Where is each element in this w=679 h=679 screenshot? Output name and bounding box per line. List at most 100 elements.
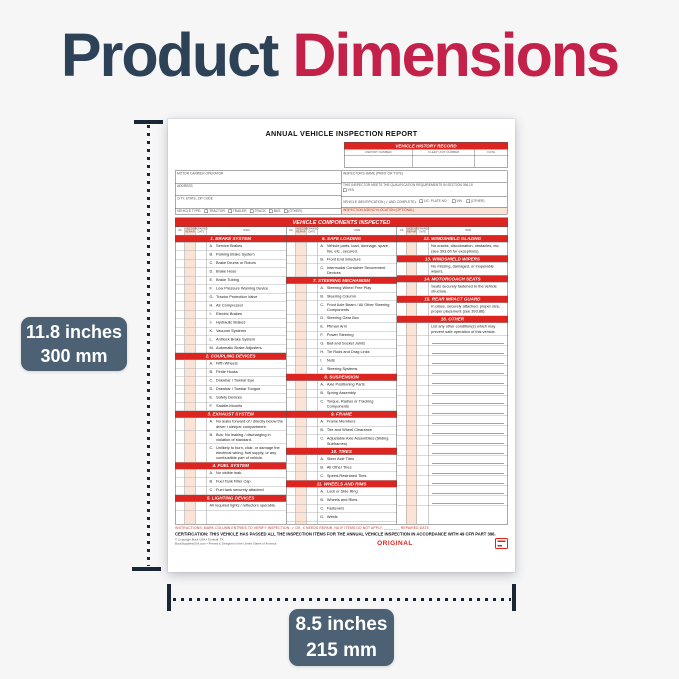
- inspection-item-row: B. All Other Tires: [286, 463, 397, 473]
- ok-cell: [176, 335, 185, 344]
- item-cell: C. Speed-Restricted Tires: [318, 472, 397, 480]
- ok-cell: [286, 434, 296, 448]
- repaired-date-cell: [196, 501, 207, 510]
- repaired-date-cell: [196, 359, 207, 368]
- item-text: Safety Devices: [216, 395, 243, 400]
- needs-repair-cell: [295, 242, 307, 256]
- item-key: I.: [320, 358, 323, 363]
- inspection-item-row: A. Vehicle parts, load, dunnage, spare ti…: [286, 242, 397, 256]
- ok-cell: [286, 504, 296, 513]
- item-key: B.: [320, 427, 325, 433]
- needs-repair-cell: [406, 356, 418, 366]
- repaired-date-cell: [306, 365, 318, 374]
- write-in-cell: [429, 356, 508, 366]
- field-city-state-zip: CITY, STATE, ZIP CODE: [175, 195, 342, 209]
- repaired-date-cell: [196, 259, 207, 268]
- page-title: Product Dimensions: [0, 21, 679, 89]
- vehicle-history-record: VEHICLE HISTORY RECORD REPORT NUMBER FLEE…: [344, 142, 508, 168]
- needs-repair-cell: [295, 322, 307, 331]
- item-text: Parking Brake System: [216, 252, 255, 257]
- item-key: C.: [209, 487, 214, 493]
- item-text: Unlikely to burn, char, or damage the el…: [216, 445, 280, 461]
- item-text: In place, securely attached, proper size…: [431, 304, 501, 314]
- column-header: NEEDS REPAIR: [185, 227, 196, 235]
- needs-repair-cell: [406, 336, 418, 346]
- item-text: Fifth Wheels: [216, 361, 238, 366]
- item-text: Intermodal Container Securement Devices: [326, 265, 386, 275]
- ok-cell: [286, 284, 296, 293]
- item-cell: G. Tractor Protection Valve: [207, 293, 286, 301]
- column-header: OK: [286, 227, 296, 235]
- needs-repair-cell: [185, 259, 196, 268]
- needs-repair-cell: [185, 327, 196, 336]
- item-text: Frame Members: [326, 419, 356, 424]
- inspection-item-row: L. Antilock Brake System: [175, 335, 286, 345]
- original-stamp: ORIGINAL: [377, 539, 413, 547]
- needs-repair-cell: [185, 318, 196, 327]
- item-cell: M. Automatic Brake Adjusters: [207, 344, 286, 352]
- item-key: B.: [320, 256, 325, 262]
- page-title-product: Product: [60, 21, 293, 89]
- item-cell: No cracks, discoloration, obstacles, etc…: [429, 242, 508, 255]
- item-key: H.: [320, 349, 325, 355]
- footer-certification: CERTIFICATION: THIS VEHICLE HAS PASSED A…: [175, 531, 496, 537]
- item-text: No visible leak.: [216, 470, 243, 476]
- needs-repair-cell: [185, 444, 196, 462]
- option-label: (OTHER): [288, 209, 302, 214]
- item-text: Pintle Hooks: [216, 369, 238, 375]
- needs-repair-cell: [295, 496, 307, 505]
- inspection-item-row: No missing, damaged, or inoperable wiper…: [397, 262, 508, 276]
- qualification-options: YES: [343, 188, 506, 193]
- checkbox-option: (OTHER): [283, 209, 302, 214]
- inspection-item-row: E. Safety Devices: [175, 393, 286, 403]
- history-empty-cell: [413, 156, 476, 167]
- item-text: All Other Tires: [326, 464, 352, 470]
- option-label: YES: [347, 188, 355, 193]
- history-column-header: FLEET UNIT NUMBER: [413, 149, 476, 156]
- ok-cell: [397, 376, 407, 386]
- repaired-date-cell: [196, 293, 207, 302]
- column-header: OK: [176, 227, 185, 235]
- inspection-item-row: I. Electric Brakes: [175, 310, 286, 319]
- ok-cell: [176, 284, 185, 293]
- section-header: 16. OTHER: [397, 315, 508, 323]
- repaired-date-cell: [196, 276, 207, 285]
- repaired-date-cell: [417, 356, 429, 366]
- item-key: C.: [320, 436, 325, 441]
- checkbox-option: TRAILER: [228, 209, 247, 213]
- field-inspection-agency: INSPECTION AGENCY/LOCATION (OPTIONAL): [341, 207, 508, 215]
- item-cell: C. Fasteners: [318, 505, 397, 513]
- ok-cell: [286, 356, 296, 365]
- checkbox-icon: [228, 209, 232, 213]
- item-cell: C. Adjustable Axle Assemblies (Sliding Su…: [318, 435, 397, 448]
- needs-repair-cell: [295, 426, 307, 435]
- write-in-line: [432, 386, 505, 395]
- needs-repair-cell: [185, 293, 196, 302]
- repaired-date-cell: [306, 417, 318, 426]
- write-in-cell: [429, 476, 508, 486]
- needs-repair-cell: [406, 456, 418, 466]
- needs-repair-cell: [295, 417, 307, 426]
- inspection-item-row: B. Pintle Hooks: [175, 368, 286, 377]
- needs-repair-cell: [295, 463, 307, 472]
- ok-cell: [397, 446, 407, 456]
- item-text: Drawbar / Towbar Eye: [216, 378, 255, 383]
- item-cell: D. Steering Gear Box: [318, 314, 397, 322]
- column-header: ITEM: [464, 228, 472, 232]
- needs-repair-cell: [185, 344, 196, 353]
- repaired-date-cell: [417, 406, 429, 416]
- needs-repair-cell: [295, 472, 307, 481]
- item-text: Power Steering: [326, 332, 354, 338]
- repaired-date-cell: [306, 521, 318, 525]
- item-text: Brake Drums or Rotors: [216, 260, 256, 266]
- ok-cell: [176, 469, 185, 478]
- item-key: D.: [209, 269, 214, 274]
- item-cell: A. Axle Positioning Parts: [318, 381, 397, 389]
- needs-repair-cell: [185, 250, 196, 259]
- repaired-date-cell: [417, 366, 429, 376]
- ok-cell: [286, 472, 296, 481]
- item-text: Welds: [326, 514, 338, 519]
- item-text: No leaks forward of / directly below the…: [216, 419, 283, 429]
- item-text: Torque, Radius or Tracking Components: [326, 399, 374, 409]
- inspection-item-row: B. Wheels and Rims: [286, 496, 397, 505]
